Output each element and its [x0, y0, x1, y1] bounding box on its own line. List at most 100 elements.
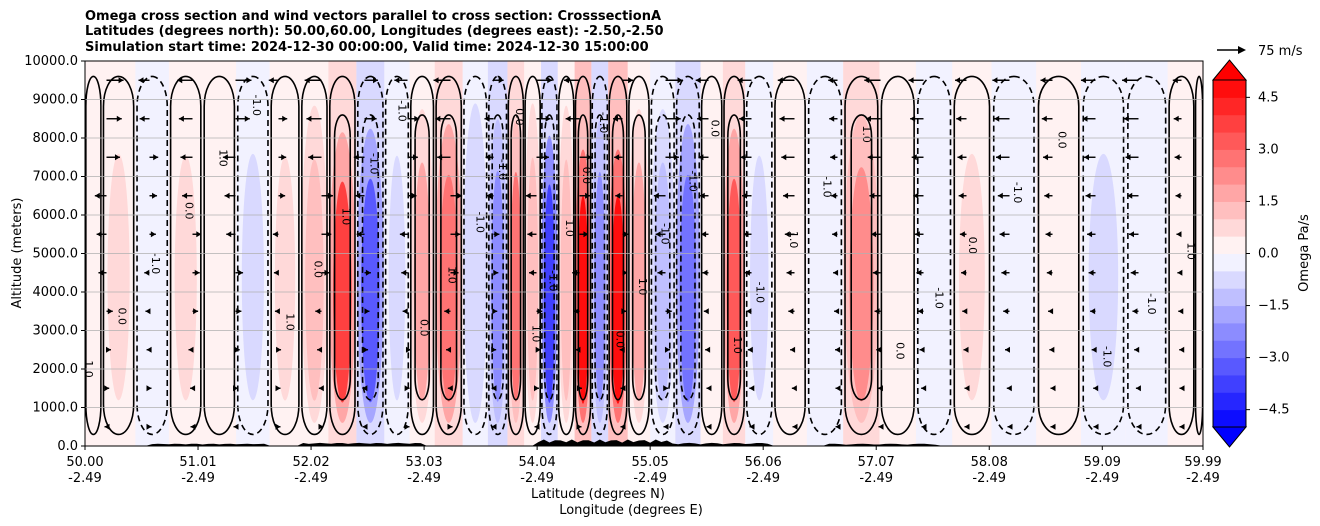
wind-vector-head: [1001, 269, 1007, 276]
omega-core-inner: [631, 162, 647, 401]
wind-vector-head: [1179, 346, 1185, 353]
wind-vector-head: [281, 154, 287, 161]
colorbar-tick-label: 3.0: [1258, 142, 1279, 157]
wind-vector-head: [182, 192, 188, 199]
contour-line: [507, 75, 525, 436]
wind-vector-head: [698, 154, 704, 161]
wind-vector-head: [874, 308, 880, 315]
title-line-1: Omega cross section and wind vectors par…: [85, 9, 662, 24]
wind-vector-head: [545, 115, 551, 122]
omega-core-inner: [849, 167, 874, 402]
wind-vector-head: [777, 77, 783, 84]
wind-vector-head: [657, 269, 663, 276]
colorbar-label: Omega Pa/s: [1297, 214, 1312, 292]
contour-line: [591, 75, 609, 436]
wind-vector-head: [1128, 231, 1134, 238]
wind-vector-head: [1135, 385, 1141, 392]
wind-vector-head: [308, 154, 314, 161]
x-tick-label-lon: -2.49: [68, 471, 102, 486]
wind-vector-head: [275, 423, 281, 430]
contour-line: [916, 75, 952, 436]
wind-vector-head: [188, 346, 194, 353]
wind-vector-head: [1093, 385, 1099, 392]
wind-vector-head: [547, 77, 553, 84]
wind-vector-head: [180, 154, 186, 161]
x-tick-label-lat: 54.04: [519, 455, 556, 470]
omega-core-inner: [241, 153, 264, 401]
contour-line: [301, 75, 328, 436]
wind-vector-head: [992, 77, 998, 84]
wind-vector-head: [446, 346, 452, 353]
contour-line: [611, 114, 625, 401]
x-tick-label-lon: -2.49: [294, 471, 328, 486]
x-tick-label-lon: -2.49: [181, 471, 215, 486]
wind-vector-head: [673, 154, 679, 161]
wind-vector-head: [744, 269, 750, 276]
wind-vector-head: [832, 231, 838, 238]
wind-vector-head: [105, 346, 111, 353]
contour-line: [557, 75, 575, 436]
omega-core-inner: [388, 155, 406, 401]
wind-vector-head: [867, 154, 873, 161]
contour-line: [723, 75, 745, 436]
x-tick-label-lat: 56.06: [745, 455, 782, 470]
omega-core-inner: [510, 172, 522, 402]
wind-vector-head: [1085, 192, 1091, 199]
wind-vector-head: [1084, 154, 1090, 161]
wind-vector-head: [447, 385, 453, 392]
wind-vector-head: [573, 308, 579, 315]
contour-line: [850, 114, 873, 401]
wind-vector-head: [740, 154, 746, 161]
wind-vector-head: [917, 308, 923, 315]
wind-vector-head: [447, 423, 453, 430]
wind-vector-head: [1007, 423, 1013, 430]
colorbar-level: [1213, 201, 1246, 220]
contour-line: [608, 75, 628, 436]
contour-label: 1.0: [563, 219, 576, 237]
wind-vector-head: [623, 231, 629, 238]
colorbar-level: [1213, 270, 1246, 289]
wind-vector-head: [619, 346, 625, 353]
x-tick-label-lon: -2.49: [633, 471, 667, 486]
contour-label: 1.0: [731, 336, 744, 354]
wind-vector-head: [399, 231, 405, 238]
contour-line: [491, 114, 504, 401]
wind-vector-head: [997, 192, 1003, 199]
wind-vector-head: [190, 385, 196, 392]
omega-core-inner: [958, 153, 985, 401]
wind-vector-head: [1179, 385, 1185, 392]
contour-line: [745, 75, 773, 436]
wind-vector-head: [908, 77, 914, 84]
wind-vector-head: [829, 115, 835, 122]
wind-vector-head: [834, 308, 840, 315]
wind-vector-head: [703, 308, 709, 315]
wind-vector-head: [1088, 269, 1094, 276]
wind-vector-head: [1122, 77, 1128, 84]
wind-vector-head: [1006, 385, 1012, 392]
wind-vector-head: [677, 77, 683, 84]
wind-vector-head: [699, 192, 705, 199]
wind-vector-head: [529, 269, 535, 276]
wind-vector-head: [741, 192, 747, 199]
wind-vector-head: [317, 346, 323, 353]
wind-vector-head: [493, 269, 499, 276]
contour-label: 1.0: [339, 208, 352, 226]
contour-label: 1.0: [446, 266, 459, 284]
wind-vector-head: [786, 269, 792, 276]
wind-vector-head: [453, 269, 459, 276]
wind-vector-head: [412, 154, 418, 161]
wind-vector-head: [498, 77, 504, 84]
wind-vector-head: [739, 115, 745, 122]
y-tick-label: 5000.0: [33, 247, 79, 262]
wind-vector-head: [864, 77, 870, 84]
x-tick-label-lat: 59.99: [1184, 455, 1221, 470]
wind-vector-head: [964, 423, 970, 430]
wind-vector-head: [178, 115, 184, 122]
contour-line: [169, 75, 202, 436]
colorbar-extend-max: [1211, 59, 1248, 81]
wind-vector-head: [706, 385, 712, 392]
wind-vector-head: [702, 269, 708, 276]
contour-line: [440, 114, 458, 401]
wind-vector-head: [1050, 423, 1056, 430]
wind-vector-head: [1123, 115, 1129, 122]
